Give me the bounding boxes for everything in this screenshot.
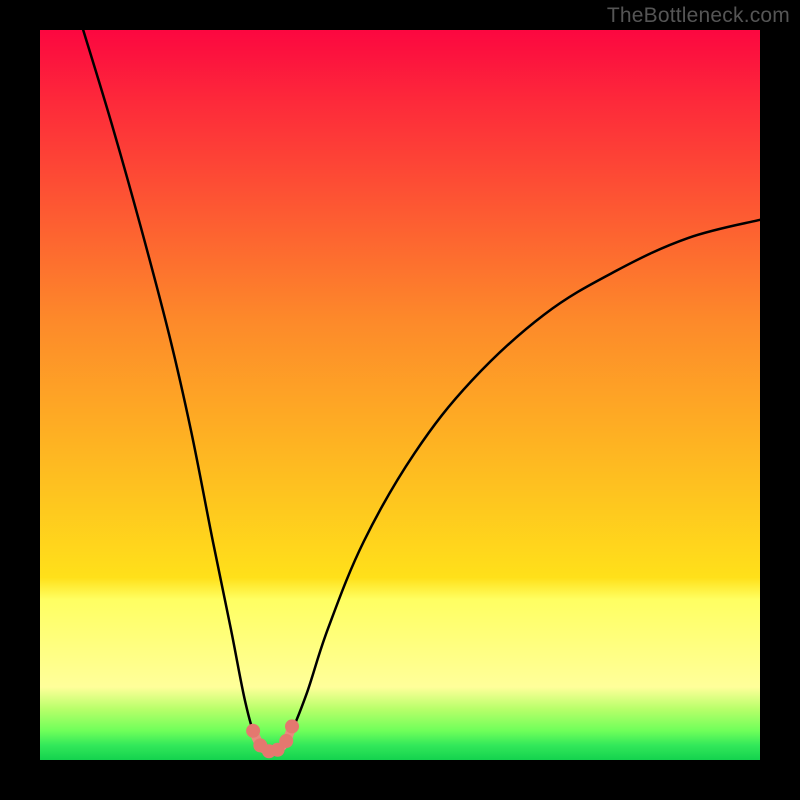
chart-plot-area: [40, 30, 760, 760]
watermark-text: TheBottleneck.com: [607, 4, 790, 28]
optimal-range-marker: [285, 719, 299, 733]
bottleneck-curve: [83, 30, 760, 753]
optimal-range-marker: [279, 734, 293, 748]
chart-curve-layer: [40, 30, 760, 760]
optimal-range-marker: [246, 724, 260, 738]
